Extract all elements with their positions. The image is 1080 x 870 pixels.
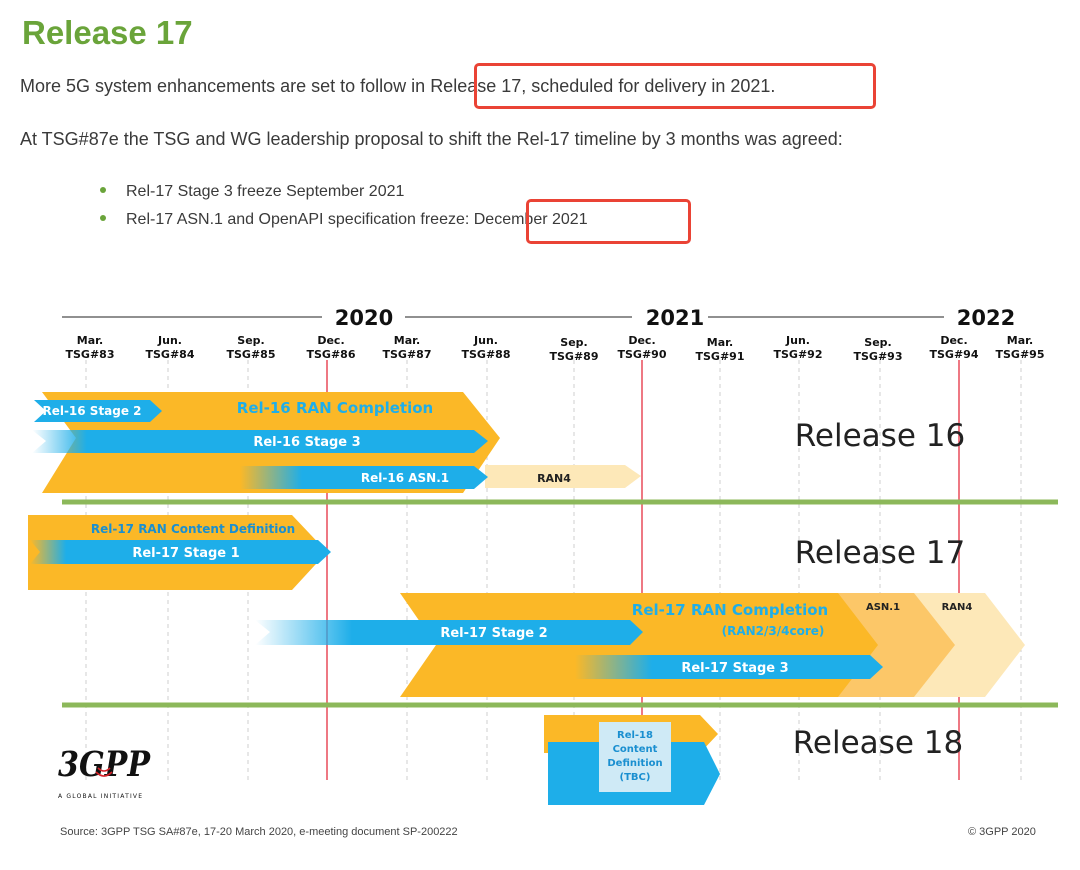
- release17-label: Release 17: [795, 535, 965, 571]
- rel16-stage3-label: Rel-16 Stage 3: [253, 435, 360, 450]
- rel18-label-line3: Definition: [607, 758, 662, 769]
- rel16-stage2-bar: [34, 400, 162, 422]
- meeting-month: Mar.: [707, 336, 733, 349]
- intro-paragraph: More 5G system enhancements are set to f…: [20, 76, 775, 97]
- highlight-box-freeze-date: [526, 199, 691, 244]
- meeting-tsg: TSG#91: [696, 350, 745, 363]
- intro-text: More 5G system enhancements are set to f…: [20, 76, 431, 96]
- page-title: Release 17: [22, 14, 193, 51]
- meeting-month: Mar.: [1007, 334, 1033, 347]
- meeting-tsg: TSG#87: [383, 348, 432, 361]
- year-label-2020: 2020: [335, 306, 393, 330]
- rel17-ran4-label: RAN4: [942, 602, 973, 613]
- rel17-ran-completion-label: Rel-17 RAN Completion: [632, 601, 828, 619]
- rel18-label-line2: Content: [613, 744, 658, 755]
- rel16-ran4-label: RAN4: [537, 472, 571, 485]
- release18-label: Release 18: [793, 725, 963, 761]
- meeting-month: Jun.: [473, 334, 498, 347]
- meeting-month: Mar.: [394, 334, 420, 347]
- year-axis: 2020 2021 2022: [62, 306, 1015, 330]
- rel17-stage3-label: Rel-17 Stage 3: [681, 661, 788, 676]
- rel17-stage1-label: Rel-17 Stage 1: [132, 546, 239, 561]
- bullet-text: Rel-17 ASN.1 and OpenAPI specification f…: [126, 211, 474, 228]
- rel17-asn1-label: ASN.1: [866, 602, 900, 613]
- meeting-month: Sep.: [560, 336, 587, 349]
- rel16-asn1-label: Rel-16 ASN.1: [361, 471, 449, 485]
- rel18-label-line1: Rel-18: [617, 730, 653, 741]
- rel18-label-line4: (TBC): [620, 772, 651, 783]
- meeting-month: Jun.: [157, 334, 182, 347]
- meeting-month: Sep.: [237, 334, 264, 347]
- rel16-asn1-bar: [240, 466, 488, 489]
- rel17-stage1-bar: [30, 540, 331, 564]
- source-citation: Source: 3GPP TSG SA#87e, 17-20 March 202…: [60, 826, 458, 838]
- year-label-2021: 2021: [646, 306, 704, 330]
- meeting-tsg: TSG#88: [462, 348, 511, 361]
- copyright-notice: © 3GPP 2020: [968, 826, 1036, 838]
- release17-band: Rel-17 RAN Content Definition Rel-17 Sta…: [28, 515, 1058, 708]
- bullet-text: Rel-17 Stage 3 freeze September 2021: [126, 183, 405, 200]
- meeting-tsg: TSG#92: [774, 348, 823, 361]
- year-label-2022: 2022: [957, 306, 1015, 330]
- release-timeline-diagram: 2020 2021 2022 Mar. TSG#83 Jun. TSG#84 S…: [28, 306, 1058, 805]
- timeline-shift-paragraph: At TSG#87e the TSG and WG leadership pro…: [20, 129, 843, 149]
- rel16-ran4-bar: [485, 465, 641, 488]
- meeting-tsg: TSG#84: [146, 348, 195, 361]
- release18-band: Rel-18 Content Definition (TBC) Release …: [544, 715, 963, 805]
- meeting-month: Dec.: [940, 334, 967, 347]
- rel17-ran-content-label: Rel-17 RAN Content Definition: [91, 522, 295, 536]
- meeting-tsg: TSG#94: [930, 348, 979, 361]
- meeting-tsg: TSG#89: [550, 350, 599, 363]
- meeting-tsg: TSG#85: [227, 348, 276, 361]
- meeting-month: Jun.: [785, 334, 810, 347]
- bullet-dot-icon: [100, 186, 106, 193]
- meeting-tsg: TSG#93: [854, 350, 903, 363]
- rel17-ran-completion-sublabel: (RAN2/3/4core): [722, 624, 825, 638]
- intro-highlight-text: Release 17, scheduled for delivery in 20…: [430, 76, 776, 96]
- meeting-month: Dec.: [317, 334, 344, 347]
- release16-label: Release 16: [795, 418, 965, 454]
- rel17-stage2-label: Rel-17 Stage 2: [440, 626, 547, 641]
- bullet-highlight-text: December 2021: [473, 211, 588, 228]
- rel16-stage2-label: Rel-16 Stage 2: [42, 404, 141, 418]
- bullet-item-asn1: Rel-17 ASN.1 and OpenAPI specification f…: [100, 211, 588, 229]
- bullet-item-stage3: Rel-17 Stage 3 freeze September 2021: [100, 183, 404, 201]
- rel18-content-box: [599, 722, 671, 792]
- 3gpp-logo-tagline: A GLOBAL INITIATIVE: [58, 793, 143, 800]
- rel17-stage2-bar: [255, 620, 643, 645]
- meeting-tsg: TSG#86: [307, 348, 356, 361]
- release16-band: Rel-16 Stage 2 Rel-16 RAN Completion Rel…: [32, 392, 1058, 505]
- 3gpp-logo-signal-icon: [95, 767, 113, 777]
- meeting-month: Sep.: [864, 336, 891, 349]
- meeting-tsg: TSG#83: [66, 348, 115, 361]
- meeting-tsg: TSG#90: [618, 348, 667, 361]
- rel16-ran-completion-label: Rel-16 RAN Completion: [237, 399, 433, 417]
- 3gpp-logo: 3GPP A GLOBAL INITIATIVE: [58, 744, 151, 800]
- rel16-stage3-bar: [32, 430, 488, 453]
- meeting-month: Dec.: [628, 334, 655, 347]
- meeting-month: Mar.: [77, 334, 103, 347]
- highlight-box-release-date: [474, 63, 876, 109]
- meeting-labels: Mar. TSG#83 Jun. TSG#84 Sep. TSG#85 Dec.…: [66, 334, 1045, 363]
- bullet-dot-icon: [100, 214, 106, 221]
- 3gpp-logo-mark: 3GPP: [58, 744, 151, 785]
- rel17-stage3-bar: [575, 655, 883, 679]
- meeting-tsg: TSG#95: [996, 348, 1045, 361]
